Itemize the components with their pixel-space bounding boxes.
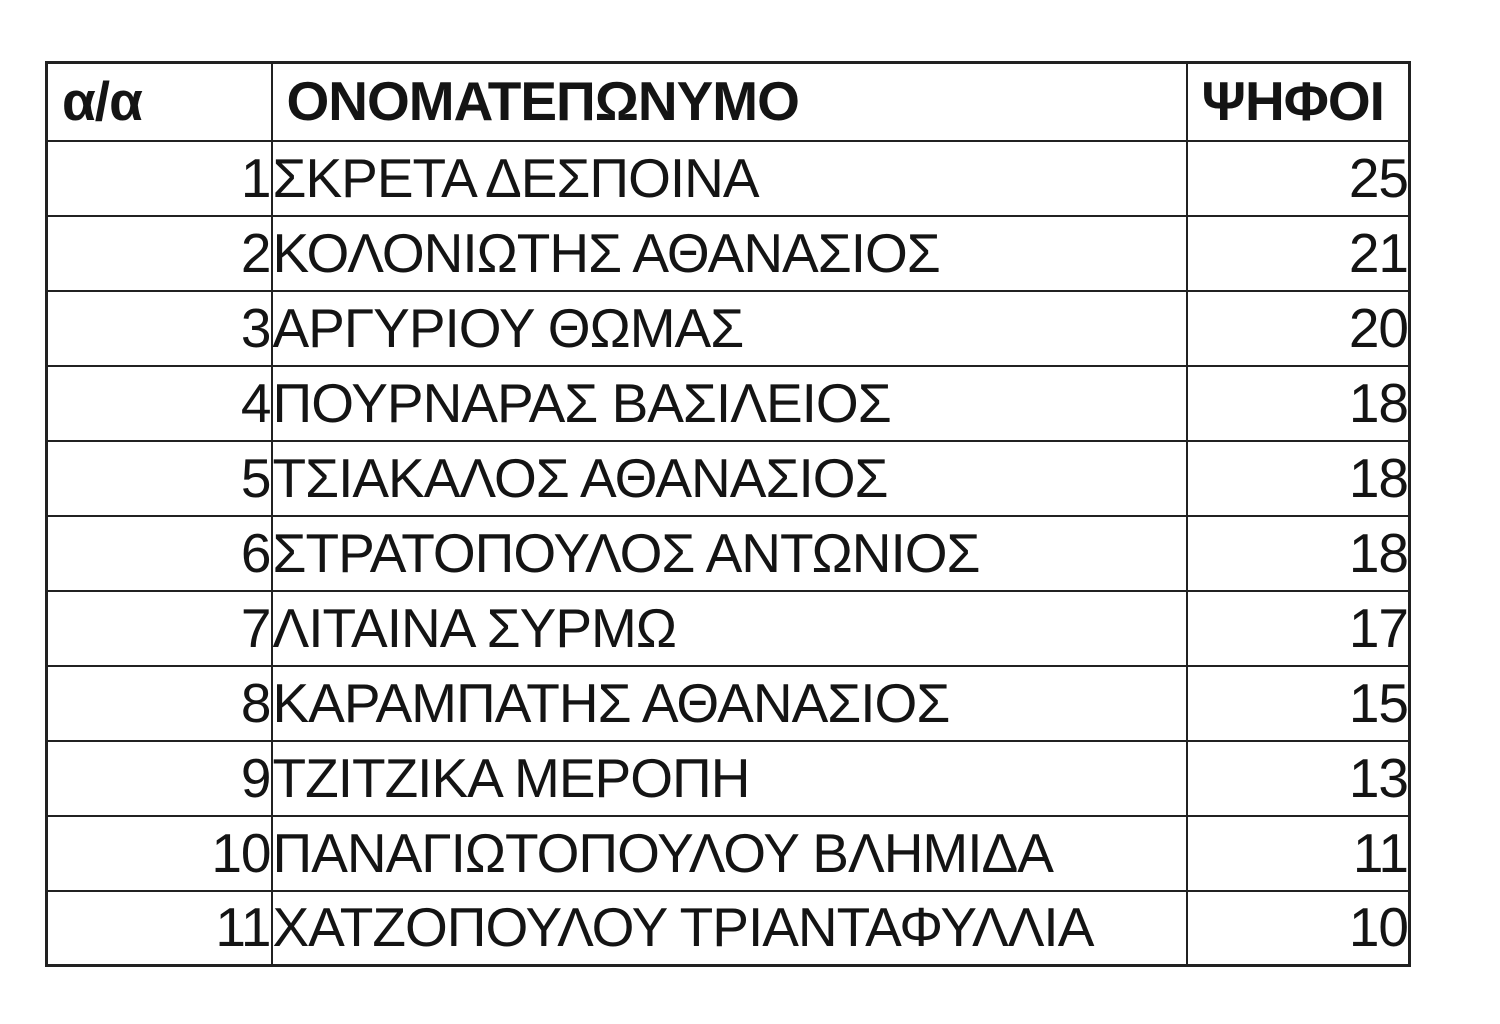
table-row: 3 ΑΡΓΥΡΙΟΥ ΘΩΜΑΣ 20	[45, 289, 1411, 367]
candidate-name: ΣΤΡΑΤΟΠΟΥΛΟΣ ΑΝΤΩΝΙΟΣ	[270, 514, 1188, 592]
row-number: 5	[45, 439, 273, 517]
votes-value: 18	[1185, 364, 1411, 442]
table-row: 1 ΣΚΡΕΤΑ ΔΕΣΠΟΙΝΑ 25	[45, 139, 1411, 217]
votes-value: 25	[1185, 139, 1411, 217]
row-number: 9	[45, 739, 273, 817]
votes-value: 18	[1185, 439, 1411, 517]
vote-results-table: α/α ΟΝΟΜΑΤΕΠΩΝΥΜΟ ΨΗΦΟΙ 1 ΣΚΡΕΤΑ ΔΕΣΠΟΙΝ…	[45, 61, 1411, 967]
header-row: α/α ΟΝΟΜΑΤΕΠΩΝΥΜΟ ΨΗΦΟΙ	[45, 61, 1411, 142]
votes-value: 11	[1185, 814, 1411, 892]
candidate-name: ΤΣΙΑΚΑΛΟΣ ΑΘΑΝΑΣΙΟΣ	[270, 439, 1188, 517]
votes-value: 21	[1185, 214, 1411, 292]
row-number: 4	[45, 364, 273, 442]
candidate-name: ΛΙΤΑΙΝΑ ΣΥΡΜΩ	[270, 589, 1188, 667]
header-cell-name: ΟΝΟΜΑΤΕΠΩΝΥΜΟ	[270, 61, 1188, 142]
table-row: 8 ΚΑΡΑΜΠΑΤΗΣ ΑΘΑΝΑΣΙΟΣ 15	[45, 664, 1411, 742]
row-number: 2	[45, 214, 273, 292]
table-row: 5 ΤΣΙΑΚΑΛΟΣ ΑΘΑΝΑΣΙΟΣ 18	[45, 439, 1411, 517]
row-number: 6	[45, 514, 273, 592]
table-row: 4 ΠΟΥΡΝΑΡΑΣ ΒΑΣΙΛΕΙΟΣ 18	[45, 364, 1411, 442]
votes-value: 20	[1185, 289, 1411, 367]
row-number: 8	[45, 664, 273, 742]
row-number: 10	[45, 814, 273, 892]
candidate-name: ΚΑΡΑΜΠΑΤΗΣ ΑΘΑΝΑΣΙΟΣ	[270, 664, 1188, 742]
votes-value: 15	[1185, 664, 1411, 742]
candidate-name: ΠΑΝΑΓΙΩΤΟΠΟΥΛΟΥ ΒΛΗΜΙΔΑ	[270, 814, 1188, 892]
candidate-name: ΑΡΓΥΡΙΟΥ ΘΩΜΑΣ	[270, 289, 1188, 367]
candidate-name: ΤΖΙΤΖΙΚΑ ΜΕΡΟΠΗ	[270, 739, 1188, 817]
table-row: 10 ΠΑΝΑΓΙΩΤΟΠΟΥΛΟΥ ΒΛΗΜΙΔΑ 11	[45, 814, 1411, 892]
candidate-name: ΧΑΤΖΟΠΟΥΛΟΥ ΤΡΙΑΝΤΑΦΥΛΛΙΑ	[270, 889, 1188, 967]
votes-value: 10	[1185, 889, 1411, 967]
row-number: 11	[45, 889, 273, 967]
table-row: 9 ΤΖΙΤΖΙΚΑ ΜΕΡΟΠΗ 13	[45, 739, 1411, 817]
table-row: 11 ΧΑΤΖΟΠΟΥΛΟΥ ΤΡΙΑΝΤΑΦΥΛΛΙΑ 10	[45, 889, 1411, 967]
table-row: 7 ΛΙΤΑΙΝΑ ΣΥΡΜΩ 17	[45, 589, 1411, 667]
votes-value: 17	[1185, 589, 1411, 667]
table-row: 2 ΚΟΛΟΝΙΩΤΗΣ ΑΘΑΝΑΣΙΟΣ 21	[45, 214, 1411, 292]
table-row: 6 ΣΤΡΑΤΟΠΟΥΛΟΣ ΑΝΤΩΝΙΟΣ 18	[45, 514, 1411, 592]
candidate-name: ΣΚΡΕΤΑ ΔΕΣΠΟΙΝΑ	[270, 139, 1188, 217]
row-number: 1	[45, 139, 273, 217]
row-number: 7	[45, 589, 273, 667]
table-body: 1 ΣΚΡΕΤΑ ΔΕΣΠΟΙΝΑ 25 2 ΚΟΛΟΝΙΩΤΗΣ ΑΘΑΝΑΣ…	[45, 139, 1411, 967]
header-cell-index: α/α	[45, 61, 273, 142]
header-cell-votes: ΨΗΦΟΙ	[1185, 61, 1411, 142]
row-number: 3	[45, 289, 273, 367]
table-header: α/α ΟΝΟΜΑΤΕΠΩΝΥΜΟ ΨΗΦΟΙ	[45, 61, 1411, 142]
votes-value: 18	[1185, 514, 1411, 592]
votes-value: 13	[1185, 739, 1411, 817]
candidate-name: ΚΟΛΟΝΙΩΤΗΣ ΑΘΑΝΑΣΙΟΣ	[270, 214, 1188, 292]
candidate-name: ΠΟΥΡΝΑΡΑΣ ΒΑΣΙΛΕΙΟΣ	[270, 364, 1188, 442]
